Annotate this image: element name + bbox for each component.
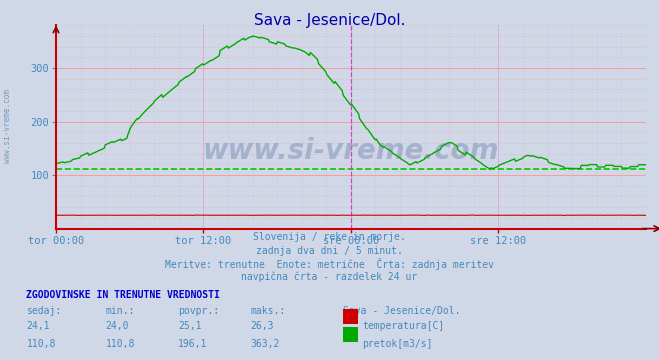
Text: min.:: min.:: [105, 306, 135, 316]
Text: zadnja dva dni / 5 minut.: zadnja dva dni / 5 minut.: [256, 246, 403, 256]
Text: Sava - Jesenice/Dol.: Sava - Jesenice/Dol.: [343, 306, 460, 316]
Text: www.si-vreme.com: www.si-vreme.com: [3, 89, 13, 163]
Text: 24,0: 24,0: [105, 321, 129, 332]
Text: pretok[m3/s]: pretok[m3/s]: [362, 339, 433, 349]
Text: maks.:: maks.:: [250, 306, 285, 316]
Text: Sava - Jesenice/Dol.: Sava - Jesenice/Dol.: [254, 13, 405, 28]
Text: 196,1: 196,1: [178, 339, 208, 349]
Text: sedaj:: sedaj:: [26, 306, 61, 316]
Text: ZGODOVINSKE IN TRENUTNE VREDNOSTI: ZGODOVINSKE IN TRENUTNE VREDNOSTI: [26, 290, 220, 300]
Text: 110,8: 110,8: [26, 339, 56, 349]
Text: 26,3: 26,3: [250, 321, 274, 332]
Text: povpr.:: povpr.:: [178, 306, 219, 316]
Text: www.si-vreme.com: www.si-vreme.com: [203, 137, 499, 165]
Text: 110,8: 110,8: [105, 339, 135, 349]
Text: navpična črta - razdelek 24 ur: navpična črta - razdelek 24 ur: [241, 271, 418, 282]
Text: Slovenija / reke in morje.: Slovenija / reke in morje.: [253, 232, 406, 242]
Text: Meritve: trenutne  Enote: metrične  Črta: zadnja meritev: Meritve: trenutne Enote: metrične Črta: …: [165, 258, 494, 270]
Text: temperatura[C]: temperatura[C]: [362, 321, 445, 332]
Text: 24,1: 24,1: [26, 321, 50, 332]
Text: 363,2: 363,2: [250, 339, 280, 349]
Text: 25,1: 25,1: [178, 321, 202, 332]
